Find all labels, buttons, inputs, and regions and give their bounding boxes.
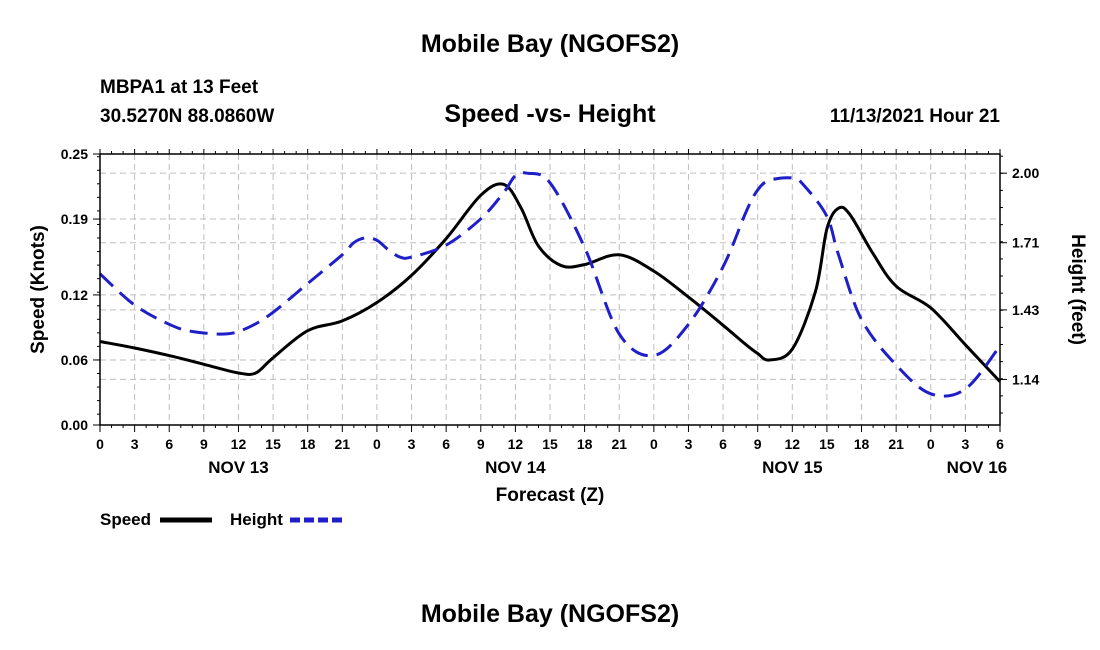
y-tick-label: 0.06 [61,352,88,368]
y-tick-label: 0.12 [61,287,88,303]
y-axis-label: Speed (Knots) [28,225,49,354]
x-tick-label: 3 [685,436,693,452]
footer-title: Mobile Bay (NGOFS2) [420,600,680,628]
tick-labels: 0 3 6 9 12 15 18 21 0 3 6 9 12 15 18 21 0 3 6 9 12 15 18 21 0 3 6 N… [61,146,1040,477]
x-tick-label: 15 [542,436,558,452]
x-tick-label: 9 [200,436,208,452]
forecast-datetime: 11/13/2021 Hour 21 [829,106,1000,127]
x-tick-label: 9 [477,436,485,452]
x-tick-label: 18 [577,436,593,452]
x-tick-label: 12 [785,436,801,452]
x-tick-label: 21 [888,436,904,452]
x-tick-label: 21 [335,436,351,452]
x-tick-label: 0 [373,436,381,452]
series-layer [98,171,1002,398]
y-tick-label: 0.00 [61,417,88,433]
x-tick-label: 0 [927,436,935,452]
x-tick-label: 15 [265,436,281,452]
x-tick-label: 12 [508,436,524,452]
main-title: Mobile Bay (NGOFS2) [420,30,680,58]
y2-tick-label: 2.00 [1012,165,1039,181]
tick-marks [93,149,1007,432]
x-tick-label: 18 [854,436,870,452]
date-label: NOV 14 [485,458,546,477]
x-tick-label: 18 [300,436,316,452]
legend: Speed Height [100,510,342,529]
chart-subtitle: Speed -vs- Height [444,100,656,128]
x-tick-label: 6 [442,436,450,452]
x-tick-label: 3 [408,436,416,452]
x-axis-label: Forecast (Z) [496,485,605,506]
x-tick-label: 9 [754,436,762,452]
y2-axis-label: Height (feet) [1067,234,1088,345]
x-tick-label: 21 [611,436,627,452]
station-label: MBPA1 at 13 Feet [100,77,259,98]
date-label: NOV 13 [208,458,268,477]
speed-series-line [99,182,1002,383]
x-tick-label: 0 [650,436,658,452]
x-tick-label: 6 [996,436,1004,452]
station-coordinates: 30.5270N 88.0860W [100,106,275,127]
legend-height-label: Height [230,510,283,529]
date-label: NOV 16 [947,458,1007,477]
y2-tick-label: 1.14 [1012,371,1039,387]
y-tick-label: 0.19 [61,211,88,227]
x-tick-label: 15 [819,436,835,452]
grid-lines [100,154,1000,425]
legend-speed-label: Speed [100,510,151,529]
x-tick-label: 0 [96,436,104,452]
x-tick-label: 6 [719,436,727,452]
x-tick-label: 6 [165,436,173,452]
date-label: NOV 15 [762,458,822,477]
x-tick-label: 3 [961,436,969,452]
x-tick-label: 12 [231,436,247,452]
y-tick-label: 0.25 [61,146,88,162]
y2-tick-label: 1.71 [1012,235,1039,251]
height-series-line [98,171,1002,398]
x-tick-label: 3 [131,436,139,452]
y2-tick-label: 1.43 [1012,302,1039,318]
